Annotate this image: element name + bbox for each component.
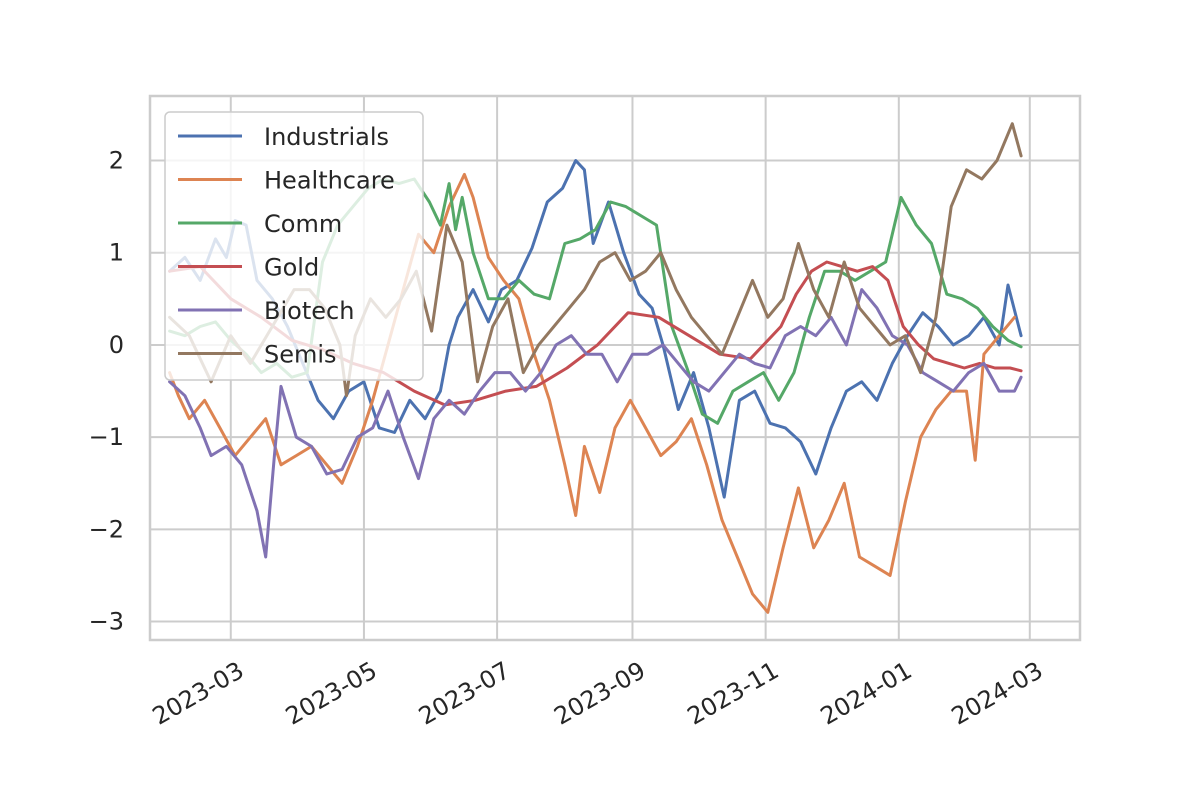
y-tick-label: 0 [109,331,124,359]
y-tick-label: −2 [89,515,124,543]
y-axis-tick-labels: −3 −2 −1 0 1 2 [89,147,124,636]
legend-label: Healthcare [264,167,395,195]
x-tick-label: 2024-03 [947,656,1048,730]
legend-label: Biotech [264,297,354,325]
y-tick-label: 2 [109,147,124,175]
series-line-healthcare [168,172,1016,614]
legend-label: Semis [264,341,337,369]
x-tick-label: 2024-01 [816,656,917,730]
legend: Industrials Healthcare Comm Gold Biotech Semi… [164,111,424,381]
legend-label: Gold [264,254,319,282]
x-tick-label: 2023-03 [148,656,249,730]
x-tick-label: 2023-07 [414,656,515,730]
y-tick-label: −1 [89,423,124,451]
y-tick-label: −3 [89,608,124,636]
x-axis-tick-labels: 2023-03 2023-05 2023-07 2023-09 2023-11 2024-… [148,656,1048,730]
x-tick-label: 2023-05 [281,656,382,730]
plot-frame [148,94,1082,642]
y-tick-label: 1 [109,239,124,267]
x-tick-label: 2023-11 [683,656,784,730]
x-tick-label: 2023-09 [549,656,650,730]
series-line-biotech [168,288,1023,559]
legend-label: Comm [264,210,342,238]
legend-label: Industrials [264,123,389,151]
